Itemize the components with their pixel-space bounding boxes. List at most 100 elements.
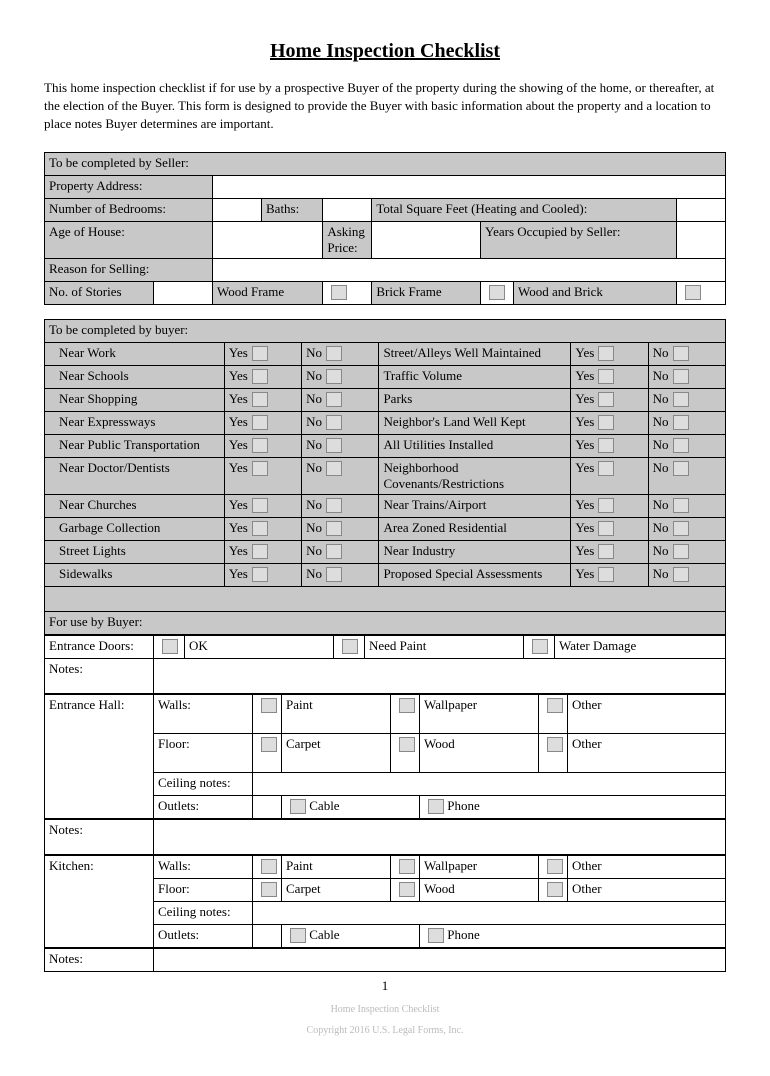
buyer-left-yes-4[interactable]: Yes <box>224 434 301 457</box>
buyer-left-no-1[interactable]: No <box>302 365 379 388</box>
hall-wp-check[interactable] <box>391 694 420 733</box>
stories-field[interactable] <box>154 281 213 304</box>
buyer-right-yes-8[interactable]: Yes <box>571 540 648 563</box>
brick-check[interactable] <box>480 281 513 304</box>
hall-other2-check[interactable] <box>539 733 568 772</box>
buyer-left-4: Near Public Transportation <box>45 434 225 457</box>
buyer-left-no-3[interactable]: No <box>302 411 379 434</box>
buyer-right-yes-0[interactable]: Yes <box>571 342 648 365</box>
intro-text: This home inspection checklist if for us… <box>44 79 726 134</box>
sqft-label: Total Square Feet (Heating and Cooled): <box>372 198 677 221</box>
buyer-right-3: Neighbor's Land Well Kept <box>379 411 571 434</box>
stories-label: No. of Stories <box>45 281 154 304</box>
buyer-right-yes-7[interactable]: Yes <box>571 517 648 540</box>
buyer-right-no-3[interactable]: No <box>648 411 725 434</box>
ask-label: Asking Price: <box>323 221 372 258</box>
buyer-right-no-8[interactable]: No <box>648 540 725 563</box>
buyer-right-no-9[interactable]: No <box>648 563 725 586</box>
kit-out-field[interactable] <box>253 924 282 947</box>
foruse-label: For use by Buyer: <box>45 611 726 634</box>
hall-notes: Notes: <box>44 819 726 855</box>
ask-field[interactable] <box>372 221 481 258</box>
sqft-field[interactable] <box>677 198 726 221</box>
buyer-left-no-2[interactable]: No <box>302 388 379 411</box>
reason-label: Reason for Selling: <box>45 258 213 281</box>
buyer-right-yes-3[interactable]: Yes <box>571 411 648 434</box>
buyer-right-no-0[interactable]: No <box>648 342 725 365</box>
buyer-right-yes-1[interactable]: Yes <box>571 365 648 388</box>
buyer-left-yes-5[interactable]: Yes <box>224 457 301 494</box>
buyer-left-yes-7[interactable]: Yes <box>224 517 301 540</box>
kit-wood-check[interactable] <box>391 878 420 901</box>
buyer-right-no-1[interactable]: No <box>648 365 725 388</box>
buyer-right-no-7[interactable]: No <box>648 517 725 540</box>
buyer-left-yes-9[interactable]: Yes <box>224 563 301 586</box>
notes-field-1[interactable] <box>154 658 726 693</box>
kit-carpet-check[interactable] <box>253 878 282 901</box>
hall-ceil-field[interactable] <box>253 772 726 795</box>
buyer-left-yes-1[interactable]: Yes <box>224 365 301 388</box>
baths-field[interactable] <box>323 198 372 221</box>
buyer-right-yes-6[interactable]: Yes <box>571 494 648 517</box>
kit-walls: Walls: <box>154 855 253 878</box>
buyer-right-no-6[interactable]: No <box>648 494 725 517</box>
buyer-right-no-4[interactable]: No <box>648 434 725 457</box>
buyer-left-no-5[interactable]: No <box>302 457 379 494</box>
buyer-right-yes-5[interactable]: Yes <box>571 457 648 494</box>
buyer-right-no-5[interactable]: No <box>648 457 725 494</box>
buyer-left-yes-0[interactable]: Yes <box>224 342 301 365</box>
buyer-left-no-4[interactable]: No <box>302 434 379 457</box>
kit-ceil-field[interactable] <box>253 901 726 924</box>
addr-field[interactable] <box>213 175 726 198</box>
buyer-right-yes-2[interactable]: Yes <box>571 388 648 411</box>
kit-other2-check[interactable] <box>539 878 568 901</box>
hall-paint-check[interactable] <box>253 694 282 733</box>
hall-carpet: Carpet <box>282 733 391 772</box>
doors-water-check[interactable] <box>524 635 555 658</box>
buyer-left-yes-2[interactable]: Yes <box>224 388 301 411</box>
yrs-label: Years Occupied by Seller: <box>480 221 676 258</box>
buyer-left-yes-8[interactable]: Yes <box>224 540 301 563</box>
buyer-left-no-6[interactable]: No <box>302 494 379 517</box>
buyer-right-yes-9[interactable]: Yes <box>571 563 648 586</box>
wb-check[interactable] <box>677 281 726 304</box>
buyer-left-no-9[interactable]: No <box>302 563 379 586</box>
buyer-left-no-7[interactable]: No <box>302 517 379 540</box>
notes-field-2[interactable] <box>154 819 726 854</box>
kit-wp-check[interactable] <box>391 855 420 878</box>
buyer-left-yes-3[interactable]: Yes <box>224 411 301 434</box>
buyer-left-no-0[interactable]: No <box>302 342 379 365</box>
buyer-left-yes-6[interactable]: Yes <box>224 494 301 517</box>
buyer-right-no-2[interactable]: No <box>648 388 725 411</box>
brick-label: Brick Frame <box>372 281 481 304</box>
buyer-header: To be completed by buyer: <box>45 319 726 342</box>
hall-carpet-check[interactable] <box>253 733 282 772</box>
doors-ok-check[interactable] <box>154 635 185 658</box>
kit-paint-check[interactable] <box>253 855 282 878</box>
buyer-left-no-8[interactable]: No <box>302 540 379 563</box>
wood-label: Wood Frame <box>213 281 323 304</box>
hall-other1-check[interactable] <box>539 694 568 733</box>
bed-field[interactable] <box>213 198 262 221</box>
page-number: 1 <box>44 978 726 994</box>
age-field[interactable] <box>213 221 323 258</box>
notes-label-1: Notes: <box>45 658 154 693</box>
yrs-field[interactable] <box>677 221 726 258</box>
notes-field-3[interactable] <box>154 948 726 971</box>
kit-other1-check[interactable] <box>539 855 568 878</box>
kit-notes: Notes: <box>44 948 726 972</box>
doors-table: Entrance Doors: OK Need Paint Water Dama… <box>44 635 726 694</box>
doors-paint-check[interactable] <box>334 635 365 658</box>
hall-out-field[interactable] <box>253 795 282 818</box>
hall-paint: Paint <box>282 694 391 733</box>
buyer-right-yes-4[interactable]: Yes <box>571 434 648 457</box>
hall-wood: Wood <box>420 733 539 772</box>
reason-field[interactable] <box>213 258 726 281</box>
kitchen-label: Kitchen: <box>45 855 154 947</box>
buyer-right-9: Proposed Special Assessments <box>379 563 571 586</box>
seller-table: To be completed by Seller: Property Addr… <box>44 152 726 305</box>
buyer-left-0: Near Work <box>45 342 225 365</box>
wood-check[interactable] <box>323 281 372 304</box>
seller-header: To be completed by Seller: <box>45 152 726 175</box>
hall-wood-check[interactable] <box>391 733 420 772</box>
